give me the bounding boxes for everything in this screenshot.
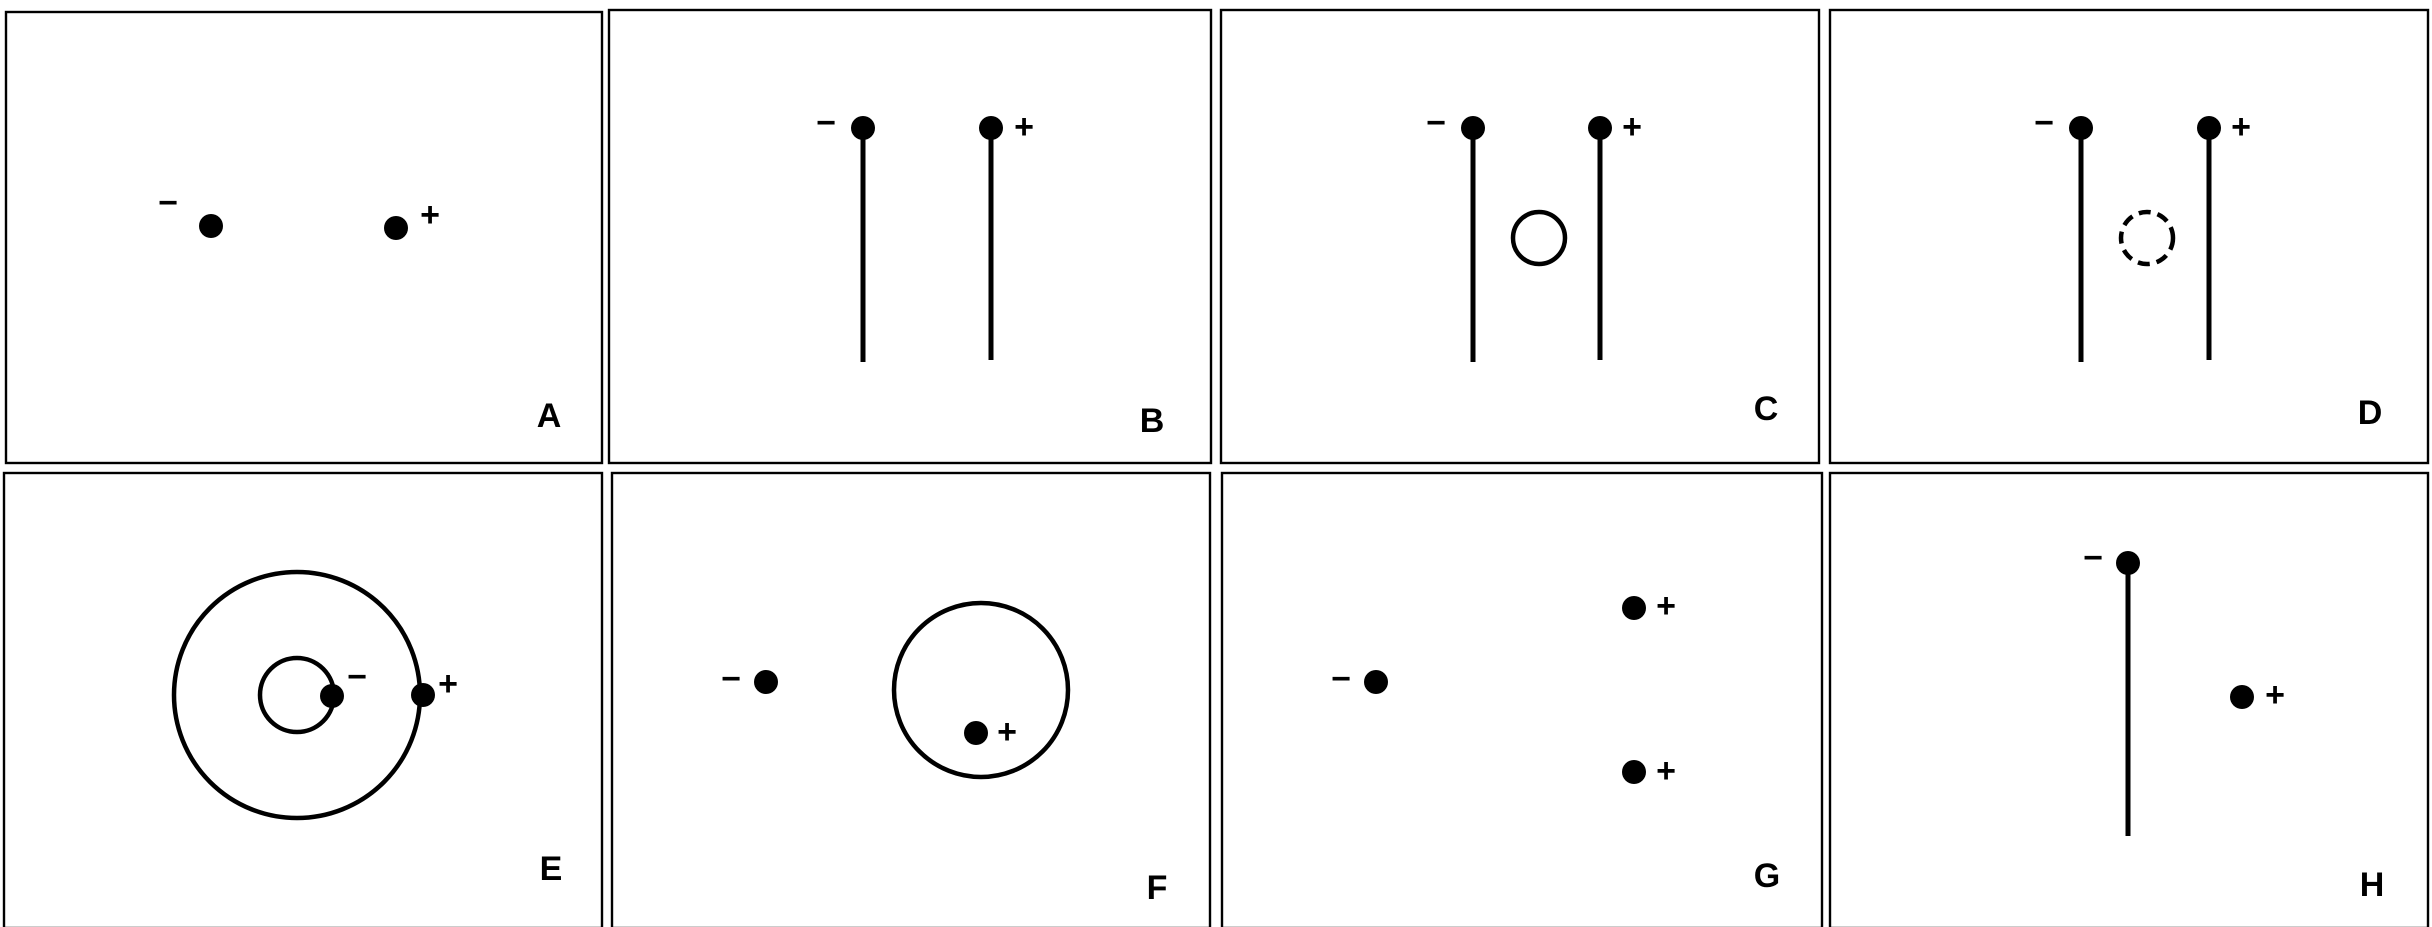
panel-e: − + E [2, 471, 604, 927]
negative-sign: − [721, 660, 741, 698]
panel-f-frame [610, 471, 1212, 927]
panel-g-frame [1220, 471, 1824, 927]
panel-f: − + F [610, 471, 1212, 927]
panel-b: − + B [607, 8, 1213, 465]
positive-point-charge [2230, 685, 2254, 709]
panel-h-frame [1828, 471, 2430, 927]
negative-rod-tip [2069, 116, 2093, 140]
negative-sign: − [816, 104, 836, 142]
panel-c: − + C [1219, 8, 1821, 465]
positive-point-charge [964, 721, 988, 745]
panel-label-e: E [540, 850, 563, 888]
panel-label-g: G [1754, 857, 1780, 895]
panel-label-a: A [537, 397, 562, 435]
positive-sign: + [1656, 752, 1676, 790]
panel-h: − + H [1828, 471, 2430, 927]
negative-sign: − [2034, 104, 2054, 142]
panel-label-f: F [1147, 869, 1168, 907]
panel-label-d: D [2358, 394, 2383, 432]
panel-label-b: B [1140, 402, 1165, 440]
positive-rod-tip [2197, 116, 2221, 140]
positive-point-charge [411, 683, 435, 707]
panel-a-frame [4, 10, 604, 465]
negative-rod-tip [2116, 551, 2140, 575]
negative-sign: − [2083, 539, 2103, 577]
panel-d: − + D [1828, 8, 2430, 465]
positive-sign: + [1014, 108, 1034, 146]
positive-sign: + [1656, 587, 1676, 625]
negative-sign: − [1331, 660, 1351, 698]
negative-point-charge [320, 684, 344, 708]
negative-point-charge [199, 214, 223, 238]
panel-b-frame [607, 8, 1213, 465]
negative-rod-tip [1461, 116, 1485, 140]
positive-sign: + [997, 713, 1017, 751]
conducting-ring [1510, 209, 1568, 267]
panel-a: − + A [4, 10, 604, 465]
panel-label-h: H [2360, 866, 2385, 904]
positive-point-charge [384, 216, 408, 240]
positive-sign: + [2231, 108, 2251, 146]
positive-sign: + [2265, 676, 2285, 714]
positive-rod-tip [1588, 116, 1612, 140]
negative-sign: − [1426, 104, 1446, 142]
negative-sign: − [347, 658, 367, 696]
negative-sign: − [158, 184, 178, 222]
positive-sign: + [1622, 108, 1642, 146]
positive-rod-tip [979, 116, 1003, 140]
positive-point-charge-upper [1622, 596, 1646, 620]
conducting-ring [891, 600, 1071, 780]
panel-g: − + + G [1220, 471, 1824, 927]
outer-ring-electrode [171, 569, 423, 821]
positive-point-charge-lower [1622, 760, 1646, 784]
negative-point-charge [1364, 670, 1388, 694]
negative-rod-tip [851, 116, 875, 140]
positive-sign: + [420, 196, 440, 234]
panel-c-frame [1219, 8, 1821, 465]
panel-e-frame [2, 471, 604, 927]
negative-point-charge [754, 670, 778, 694]
panel-d-frame [1828, 8, 2430, 465]
panel-label-c: C [1754, 390, 1779, 428]
dashed-ring [2118, 209, 2176, 267]
positive-sign: + [438, 665, 458, 703]
